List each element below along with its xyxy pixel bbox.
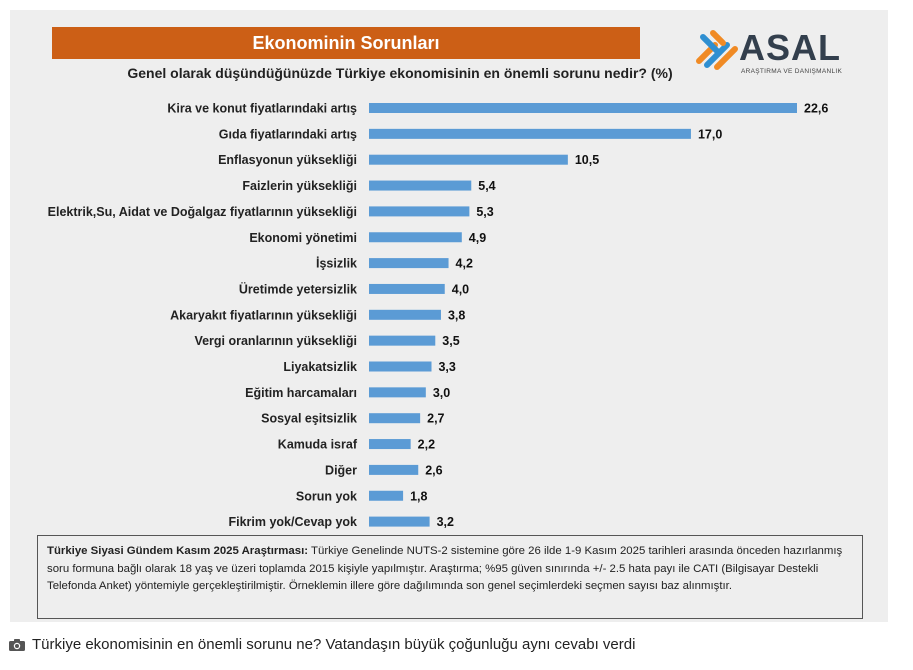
bar xyxy=(369,335,436,346)
chart-title: Ekonominin Sorunları xyxy=(252,32,440,53)
category-label: Enflasyonun yüksekliği xyxy=(218,153,357,167)
methodology-note: Türkiye Siyasi Gündem Kasım 2025 Araştır… xyxy=(37,535,863,619)
value-label: 3,3 xyxy=(438,360,455,374)
bar xyxy=(369,516,430,527)
bar xyxy=(369,103,797,113)
category-label: Eğitim harcamaları xyxy=(245,386,357,400)
logo-mark-icon xyxy=(696,30,738,70)
bar xyxy=(369,361,432,372)
asal-logo: ASAL ARAŞTIRMA VE DANIŞMANLIK xyxy=(693,27,853,77)
category-label: Üretimde yetersizlik xyxy=(239,281,357,296)
value-label: 2,7 xyxy=(427,412,444,426)
image-caption: Türkiye ekonomisinin en önemli sorunu ne… xyxy=(8,636,635,653)
category-label: Elektrik,Su, Aidat ve Doğalgaz fiyatları… xyxy=(48,205,357,219)
value-label: 2,6 xyxy=(425,463,442,477)
category-label: Liyakatsizlik xyxy=(283,360,357,374)
category-label: Sorun yok xyxy=(296,489,357,503)
category-label: Akaryakıt fiyatlarının yüksekliği xyxy=(170,308,357,322)
note-title: Türkiye Siyasi Gündem Kasım 2025 Araştır… xyxy=(47,545,309,557)
value-label: 1,8 xyxy=(410,489,427,503)
category-label: Vergi oranlarının yüksekliği xyxy=(194,334,357,348)
category-label: Sosyal eşitsizlik xyxy=(261,412,357,426)
bar xyxy=(369,439,411,450)
caption-text: Türkiye ekonomisinin en önemli sorunu ne… xyxy=(32,636,636,653)
bar xyxy=(369,464,419,475)
category-label: Kamuda israf xyxy=(278,438,358,452)
logo-wordmark: ASAL xyxy=(739,27,841,68)
bar xyxy=(369,413,421,424)
bar xyxy=(369,490,404,501)
bar xyxy=(369,232,462,243)
category-label: Ekonomi yönetimi xyxy=(249,231,357,245)
value-label: 17,0 xyxy=(698,127,722,141)
bar xyxy=(369,206,470,217)
value-label: 10,5 xyxy=(575,153,599,167)
camera-icon xyxy=(9,638,25,651)
bar xyxy=(369,387,426,398)
value-label: 22,6 xyxy=(804,102,828,116)
logo-subtitle: ARAŞTIRMA VE DANIŞMANLIK xyxy=(741,68,843,75)
value-label: 5,4 xyxy=(478,179,495,193)
value-label: 3,8 xyxy=(448,308,465,322)
survey-question: Genel olarak düşündüğünüzde Türkiye ekon… xyxy=(127,65,673,81)
bar xyxy=(369,180,472,191)
bar xyxy=(369,283,445,294)
chart-panel: Ekonominin Sorunları ASAL ARAŞTIRMA VE D… xyxy=(10,10,888,622)
value-label: 4,9 xyxy=(469,231,486,245)
bar xyxy=(369,128,691,139)
category-label: Diğer xyxy=(325,463,357,477)
bar xyxy=(369,258,449,269)
note-text: Türkiye Genelinde NUTS-2 sistemine göre … xyxy=(47,545,843,592)
value-label: 4,2 xyxy=(456,257,473,271)
value-label: 3,5 xyxy=(442,334,459,348)
value-label: 4,0 xyxy=(452,282,469,296)
category-label: Gıda fiyatlarındaki artış xyxy=(219,127,357,141)
value-label: 2,2 xyxy=(418,438,435,452)
value-label: 3,2 xyxy=(437,515,454,529)
chart-title-banner: Ekonominin Sorunları xyxy=(52,27,640,59)
bar xyxy=(369,154,568,165)
category-label: Kira ve konut fiyatlarındaki artış xyxy=(167,102,357,116)
category-label: Faizlerin yüksekliği xyxy=(242,179,357,193)
bar-chart: Kira ve konut fiyatlarındaki artış 22,6 Gı… xyxy=(48,102,829,530)
value-label: 5,3 xyxy=(476,205,493,219)
value-label: 3,0 xyxy=(433,386,450,400)
bar xyxy=(369,309,441,320)
category-label: Fikrim yok/Cevap yok xyxy=(228,515,357,529)
category-label: İşsizlik xyxy=(316,256,357,271)
